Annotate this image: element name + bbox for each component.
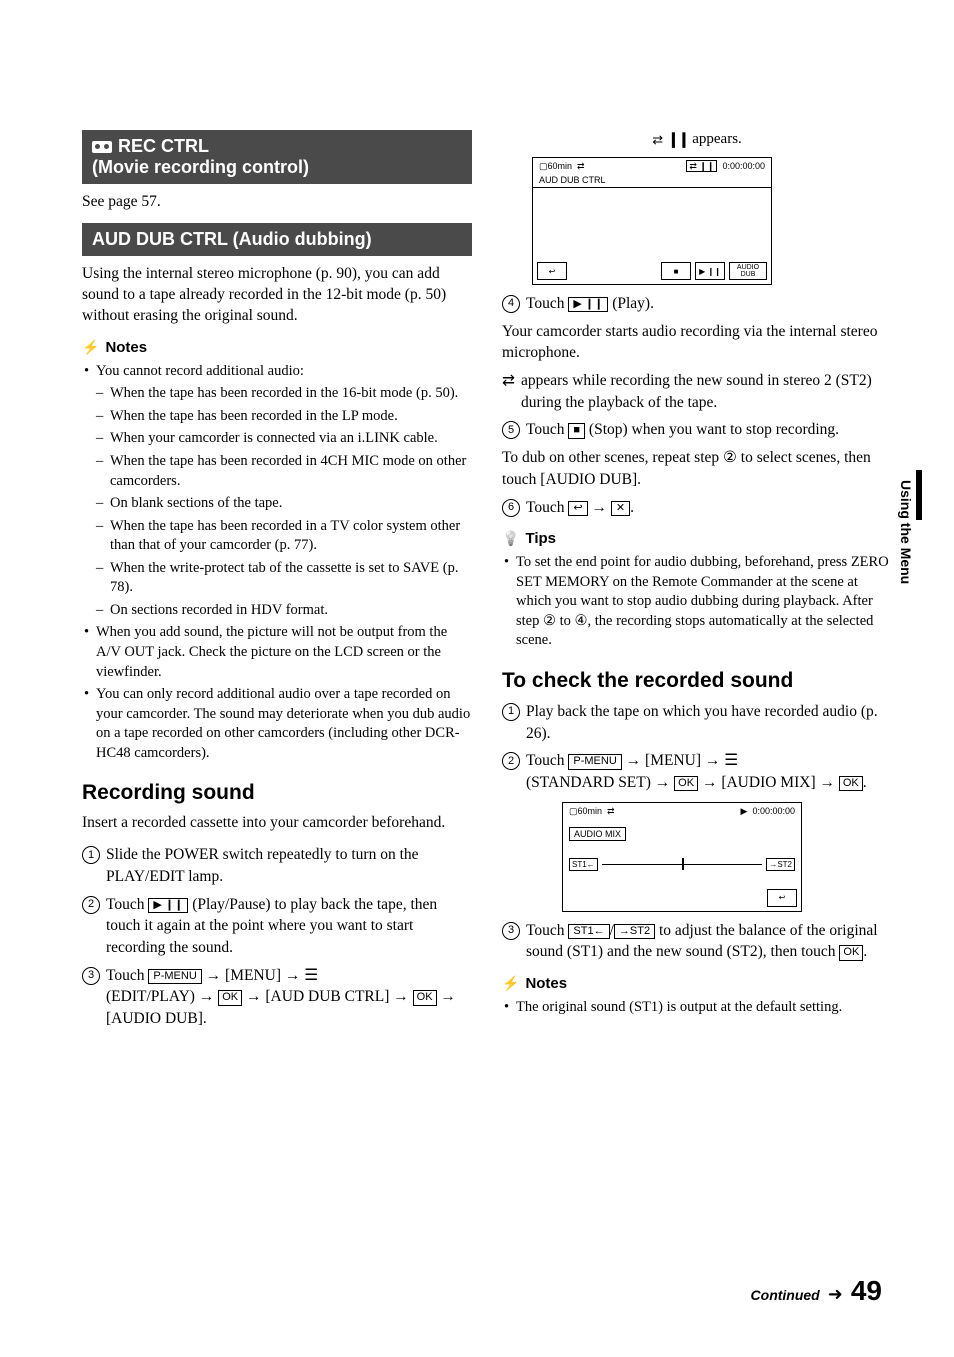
continued-arrow-icon: ➜ (828, 1284, 843, 1305)
ok-button: OK (413, 990, 437, 1005)
check-step-1: 1 Play back the tape on which you have r… (502, 701, 892, 744)
lcd-stop-button: ■ (661, 262, 691, 280)
note-item: When you add sound, the picture will not… (82, 623, 472, 682)
lcd-time-right: 0:00:00:00 (722, 161, 765, 171)
lcd-subtitle: AUD DUB CTRL (533, 175, 771, 188)
ok-button: OK (839, 945, 863, 960)
playpause-button: ▶ ❙❙ (568, 297, 608, 312)
step-4: 4 Touch ▶ ❙❙ (Play). (502, 293, 892, 315)
aud-dub-intro: Using the internal stereo microphone (p.… (82, 264, 472, 327)
step-2: 2 Touch ▶ ❙❙ (Play/Pause) to play back t… (82, 894, 472, 959)
lcd2-time-right: 0:00:00:00 (752, 806, 795, 816)
bulb-icon (502, 530, 519, 547)
page-number: 49 (851, 1275, 882, 1307)
step-5: 5 Touch ■ (Stop) when you want to stop r… (502, 419, 892, 441)
step-number: 3 (82, 967, 100, 985)
tips-heading: Tips (502, 530, 892, 547)
aud-dub-header: AUD DUB CTRL (Audio dubbing) (82, 223, 472, 256)
check-step-3: 3 Touch ST1←/→ST2 to adjust the balance … (502, 920, 892, 963)
balance-slider (602, 864, 763, 865)
tips-list: To set the end point for audio dubbing, … (502, 553, 892, 651)
step-1: 1 Slide the POWER switch repeatedly to t… (82, 844, 472, 887)
st2-button: →ST2 (614, 924, 655, 939)
note-item: You cannot record additional audio: When… (82, 362, 472, 621)
note-sub: When the write-protect tab of the casset… (96, 559, 472, 598)
lcd2-back-button: ↩ (767, 889, 797, 907)
step-number: 1 (82, 846, 100, 864)
check-step-2: 2 Touch P-MENU → [MENU] → ☰ (STANDARD SE… (502, 750, 892, 793)
check-sound-heading: To check the recorded sound (502, 669, 892, 693)
continued-label: Continued (751, 1287, 820, 1303)
step-number: 2 (502, 752, 520, 770)
note-sub: When the tape has been recorded in the 1… (96, 384, 472, 404)
step-3: 3 Touch P-MENU → [MENU] → ☰ (EDIT/PLAY) … (82, 965, 472, 1030)
note-sub: When your camcorder is connected via an … (96, 429, 472, 449)
lcd-play-button: ▶ ❙❙ (695, 262, 725, 280)
lcd-audiodub-button: AUDIO DUB (729, 262, 767, 280)
step-number: 5 (502, 421, 520, 439)
pmenu-button: P-MENU (568, 754, 621, 769)
lcd-back-button: ↩ (537, 262, 567, 280)
notes-heading-2: Notes (502, 975, 892, 992)
stop-button: ■ (568, 423, 585, 438)
side-tab-label: Using the Menu (898, 480, 914, 584)
note-item: You can only record additional audio ove… (82, 685, 472, 763)
pmenu-button: P-MENU (148, 969, 201, 984)
back-button: ↩ (568, 501, 587, 516)
lcd2-time-left: ▢60min ⇄ (569, 806, 615, 817)
lcd-time-left: ▢60min ⇄ (539, 161, 585, 172)
tape-icon (92, 141, 112, 153)
step-number: 1 (502, 703, 520, 721)
notes-list: You cannot record additional audio: When… (82, 362, 472, 764)
notes-list-2: The original sound (ST1) is output at th… (502, 998, 892, 1018)
bolt-icon (82, 339, 99, 356)
rec-ctrl-seepage: See page 57. (82, 192, 472, 213)
recording-intro: Insert a recorded cassette into your cam… (82, 813, 472, 834)
ok-button: OK (674, 776, 698, 791)
rec-ctrl-header: REC CTRL (Movie recording control) (82, 130, 472, 184)
st1-button: ST1← (568, 924, 609, 939)
note-sub: When the tape has been recorded in 4CH M… (96, 452, 472, 491)
lcd-screen-2: ▢60min ⇄ ▶ 0:00:00:00 AUDIO MIX ST1← →ST… (562, 802, 802, 912)
rec-ctrl-subtitle: (Movie recording control) (92, 157, 462, 178)
recording-sound-heading: Recording sound (82, 781, 472, 805)
lcd-screen-1: ▢60min ⇄ ⇄ ❙❙ 0:00:00:00 AUD DUB CTRL ↩ … (532, 157, 772, 285)
step-4-body: Your camcorder starts audio recording vi… (502, 321, 892, 364)
notes-heading: Notes (82, 339, 472, 356)
lcd2-subtitle: AUDIO MIX (569, 827, 626, 841)
side-tab-bar (916, 470, 922, 520)
ok-button: OK (839, 776, 863, 791)
note-sub: When the tape has been recorded in the L… (96, 407, 472, 427)
ok-button: OK (218, 990, 242, 1005)
step-6: 6 Touch ↩ → ✕. (502, 497, 892, 519)
note-sub: On sections recorded in HDV format. (96, 601, 472, 621)
step-5-body: To dub on other scenes, repeat step ② to… (502, 447, 892, 490)
step-number: 4 (502, 295, 520, 313)
step-number: 2 (82, 896, 100, 914)
close-button: ✕ (611, 501, 630, 516)
st2-label: →ST2 (766, 858, 795, 871)
tip-item: To set the end point for audio dubbing, … (502, 553, 892, 651)
playpause-button: ▶ ❙❙ (148, 898, 188, 913)
step-number: 6 (502, 499, 520, 517)
note-sub: On blank sections of the tape. (96, 494, 472, 514)
bolt-icon (502, 975, 519, 992)
step-number: 3 (502, 922, 520, 940)
appears-text: ❙❙ appears. (502, 130, 892, 149)
note-item: The original sound (ST1) is output at th… (502, 998, 892, 1018)
rec-ctrl-title: REC CTRL (118, 136, 209, 157)
note-sub: When the tape has been recorded in a TV … (96, 517, 472, 556)
step-4-body2: ⇄ appears while recording the new sound … (502, 370, 892, 413)
page-footer: Continued ➜ 49 (751, 1275, 882, 1307)
st1-label: ST1← (569, 858, 598, 871)
